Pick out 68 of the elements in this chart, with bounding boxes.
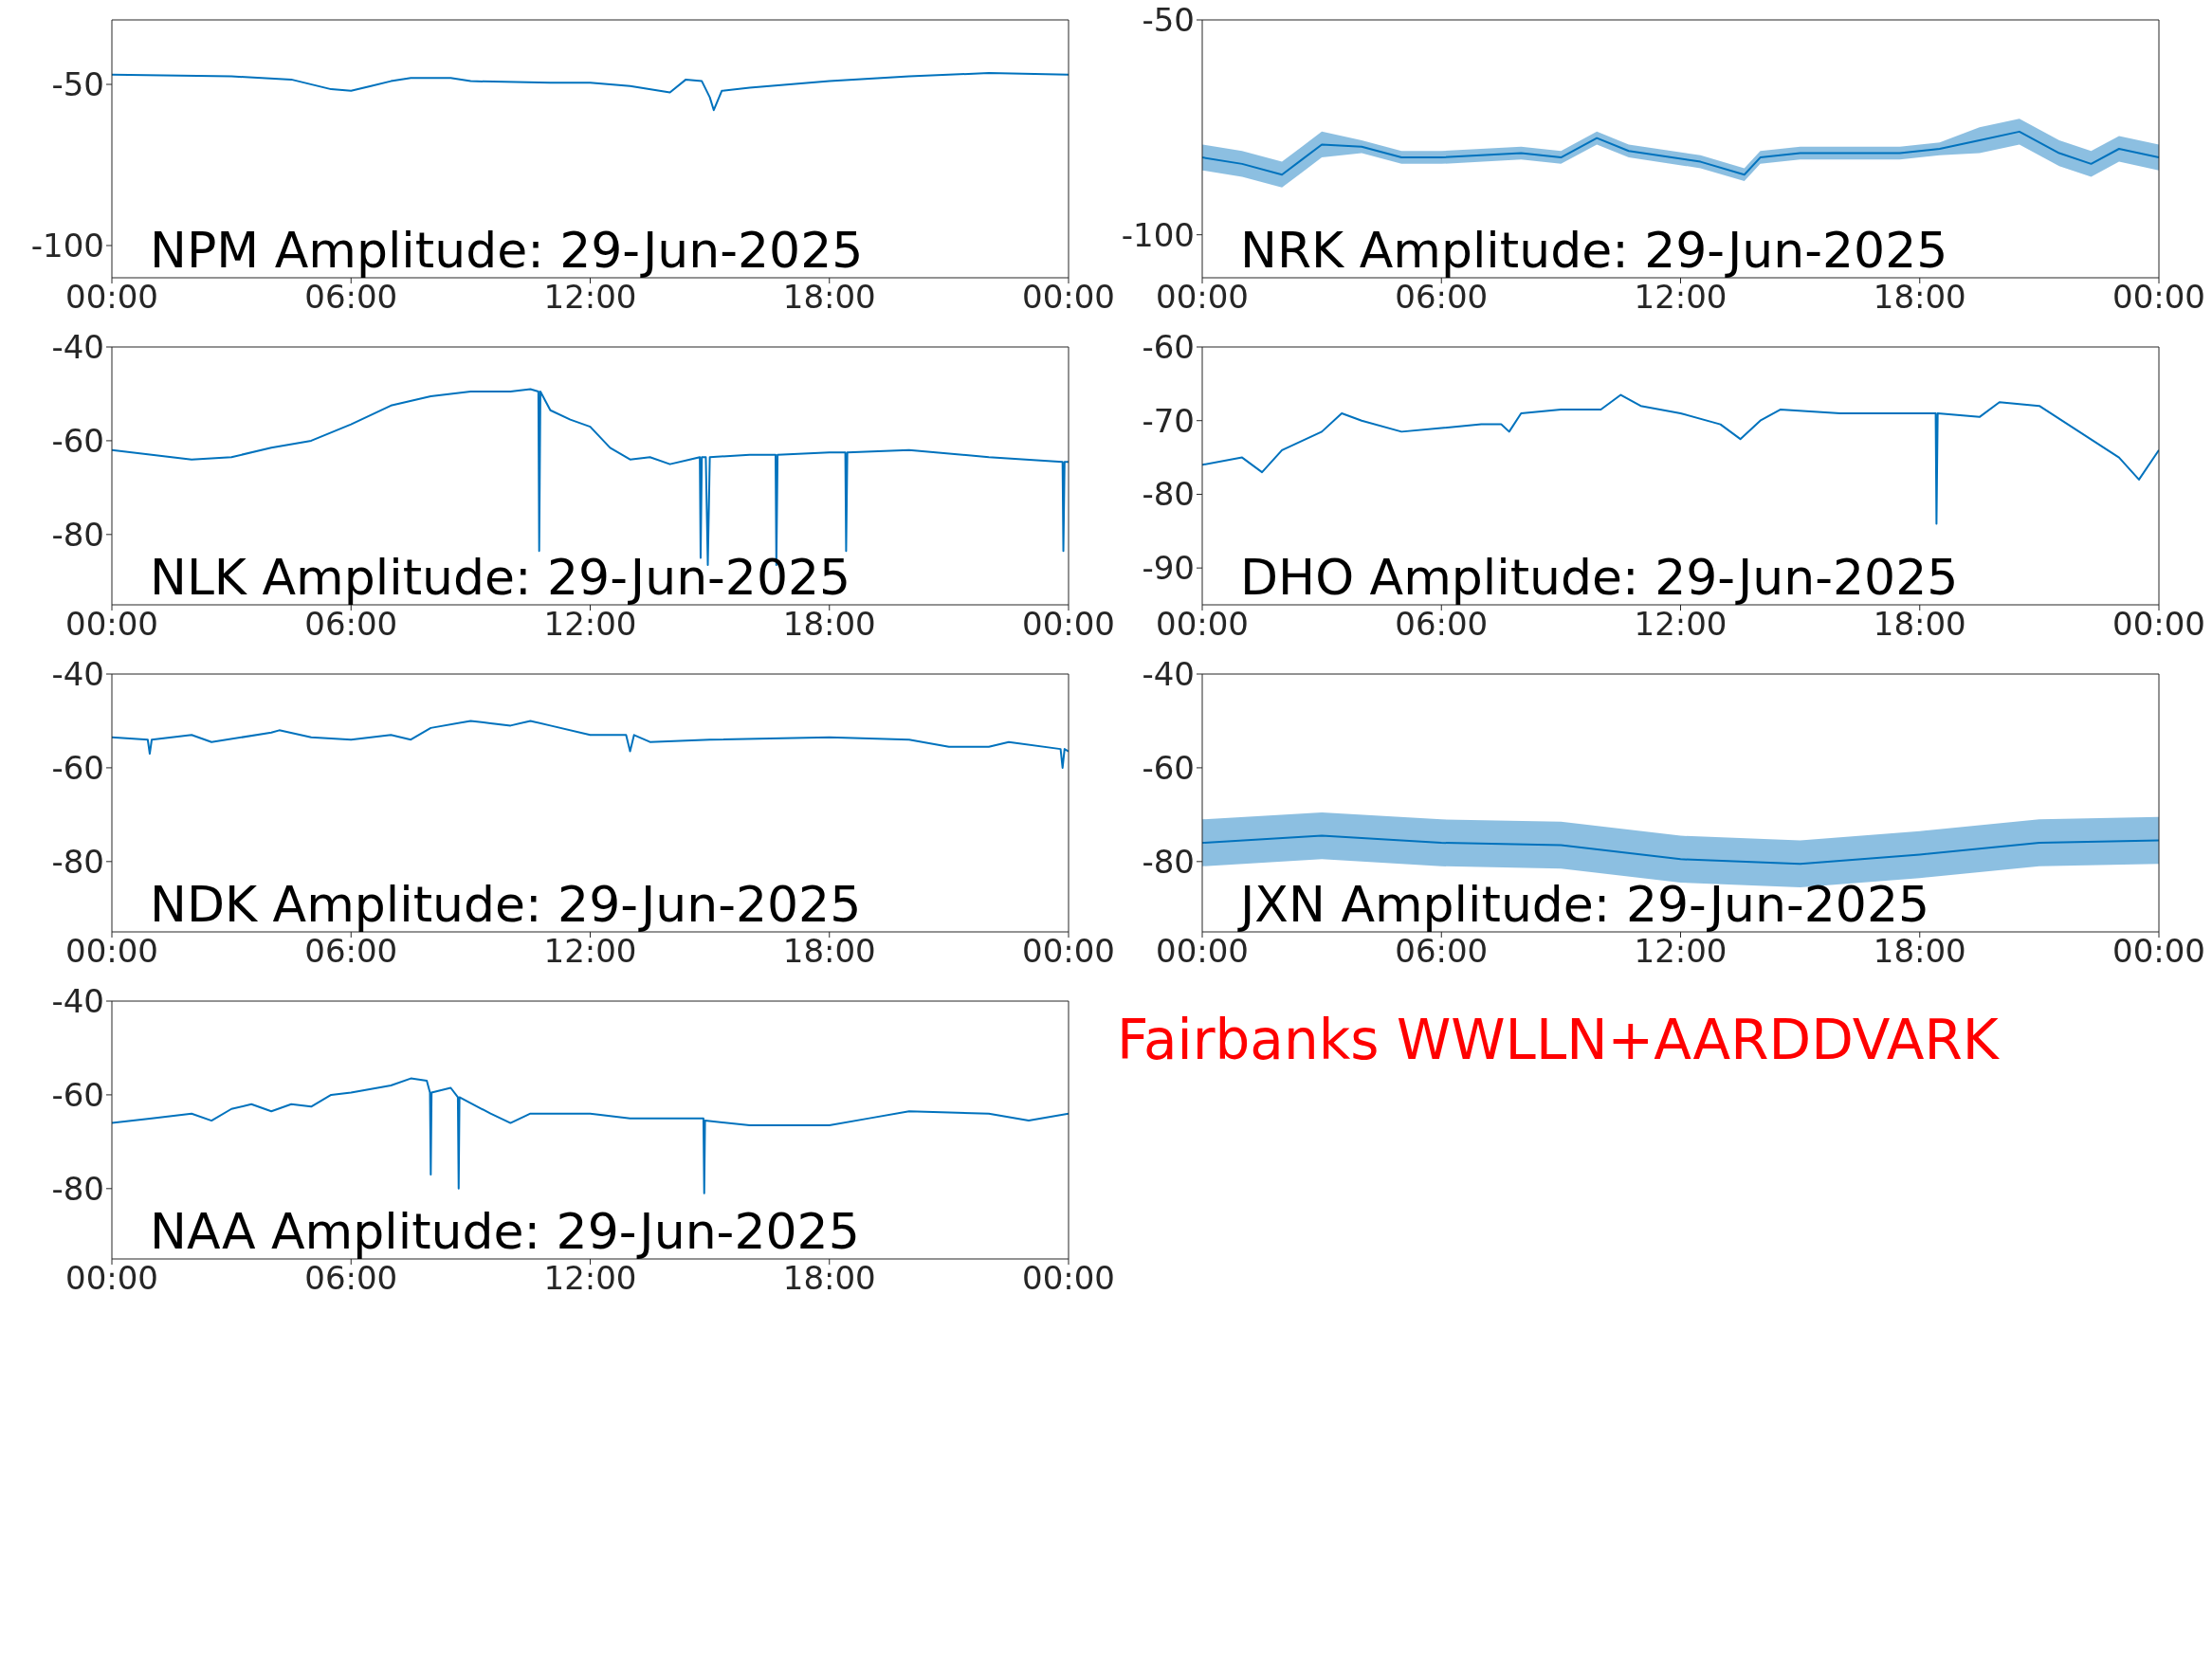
line-series [1202, 393, 2159, 525]
x-tick-label: 12:00 [543, 1259, 637, 1298]
y-tick-label: -40 [51, 982, 104, 1021]
y-tick-label: -40 [51, 328, 104, 367]
line-series [112, 720, 1069, 769]
x-tick-label: 00:00 [2112, 278, 2205, 317]
y-tick-label: -100 [1121, 215, 1195, 254]
text: NAA Amplitude: 29-Jun-2025 [150, 1203, 860, 1260]
line-series [1202, 834, 2159, 866]
text: NRK Amplitude: 29-Jun-2025 [1240, 222, 1948, 279]
line-series [112, 72, 1069, 112]
x-tick-label: 18:00 [1873, 605, 1966, 644]
y-tick-label: -50 [51, 65, 104, 104]
x-tick-label: 00:00 [1022, 1259, 1115, 1298]
x-tick-label: 00:00 [1156, 932, 1249, 971]
y-tick-label: -80 [1142, 475, 1195, 514]
x-tick-label: 06:00 [304, 932, 398, 971]
line-series [1202, 130, 2159, 176]
x-tick-label: 06:00 [1395, 932, 1489, 971]
y-tick-label: -100 [30, 227, 104, 265]
x-tick-label: 12:00 [543, 605, 637, 644]
x-tick-label: 00:00 [65, 1259, 158, 1298]
text: NPM Amplitude: 29-Jun-2025 [150, 222, 864, 279]
x-tick-label: 00:00 [65, 605, 158, 644]
x-tick-label: 12:00 [543, 278, 637, 317]
x-tick-label: 06:00 [1395, 278, 1489, 317]
x-tick-label: 12:00 [1634, 278, 1728, 317]
y-tick-label: -90 [1142, 549, 1195, 588]
y-tick-label: -60 [51, 748, 104, 787]
text: DHO Amplitude: 29-Jun-2025 [1240, 549, 1959, 606]
x-tick-label: 06:00 [304, 278, 398, 317]
x-tick-label: 00:00 [65, 932, 158, 971]
x-tick-label: 18:00 [782, 278, 876, 317]
y-tick-label: -80 [1142, 842, 1195, 881]
y-tick-label: -50 [1142, 1, 1195, 40]
text: NLK Amplitude: 29-Jun-2025 [150, 549, 851, 606]
x-tick-label: 18:00 [1873, 932, 1966, 971]
text: Fairbanks WWLLN+AARDDVARK [1116, 1007, 2001, 1072]
x-tick-label: 00:00 [65, 278, 158, 317]
x-tick-label: 12:00 [1634, 605, 1728, 644]
y-tick-label: -60 [1142, 748, 1195, 787]
x-tick-label: 18:00 [782, 932, 876, 971]
x-tick-label: 18:00 [782, 605, 876, 644]
x-tick-label: 06:00 [304, 1259, 398, 1298]
x-tick-label: 06:00 [1395, 605, 1489, 644]
x-tick-label: 18:00 [782, 1259, 876, 1298]
y-tick-label: -80 [51, 1169, 104, 1208]
x-tick-label: 18:00 [1873, 278, 1966, 317]
x-tick-label: 12:00 [1634, 932, 1728, 971]
x-tick-label: 12:00 [543, 932, 637, 971]
x-tick-label: 00:00 [1156, 605, 1249, 644]
x-tick-label: 00:00 [1156, 278, 1249, 317]
text: NDK Amplitude: 29-Jun-2025 [150, 876, 862, 933]
x-tick-label: 00:00 [1022, 278, 1115, 317]
y-tick-label: -60 [1142, 328, 1195, 367]
y-tick-label: -60 [51, 1075, 104, 1114]
x-tick-label: 00:00 [1022, 605, 1115, 644]
x-tick-label: 00:00 [2112, 932, 2205, 971]
x-tick-label: 00:00 [1022, 932, 1115, 971]
y-tick-label: -80 [51, 842, 104, 881]
y-tick-label: -40 [1142, 655, 1195, 694]
y-tick-label: -60 [51, 421, 104, 460]
y-tick-label: -40 [51, 655, 104, 694]
x-tick-label: 00:00 [2112, 605, 2205, 644]
x-tick-label: 06:00 [304, 605, 398, 644]
y-tick-label: -80 [51, 515, 104, 554]
y-tick-label: -70 [1142, 401, 1195, 440]
line-series [112, 1077, 1069, 1194]
